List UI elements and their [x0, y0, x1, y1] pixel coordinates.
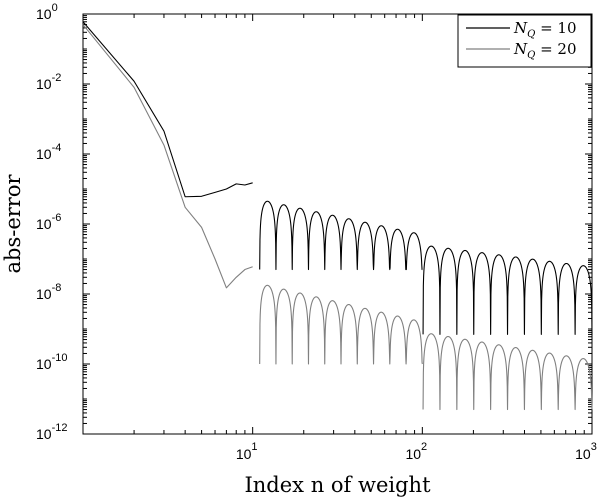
series-segment: [82, 21, 253, 198]
y-tick-label: 10-10: [36, 352, 67, 372]
series-segment: [422, 245, 593, 335]
series-segment: [259, 284, 423, 365]
x-axis-label: Index n of weight: [244, 473, 431, 497]
series-segment: [82, 24, 253, 289]
x-tick-label: 101: [236, 441, 258, 462]
series-segment: [422, 333, 593, 411]
x-tick-label: 102: [405, 441, 427, 462]
series-segment: [259, 200, 423, 271]
y-tick-label: 10-8: [36, 282, 61, 302]
series-line: [82, 24, 593, 411]
axis-ticks: [82, 14, 592, 435]
series-line: [82, 21, 593, 335]
y-tick-label: 100: [36, 2, 58, 22]
y-tick-label: 10-12: [36, 422, 67, 442]
y-tick-label: 10-6: [36, 212, 61, 232]
legend-box: [457, 14, 592, 68]
x-tick-label: 103: [575, 441, 597, 462]
legend-label: NQ = 20: [513, 40, 577, 61]
series-layer: [82, 21, 593, 411]
y-axis-label: abs-error: [1, 174, 25, 274]
legend-label: NQ = 10: [513, 19, 577, 40]
y-tick-label: 10-2: [36, 72, 61, 92]
y-tick-label: 10-4: [36, 142, 61, 162]
